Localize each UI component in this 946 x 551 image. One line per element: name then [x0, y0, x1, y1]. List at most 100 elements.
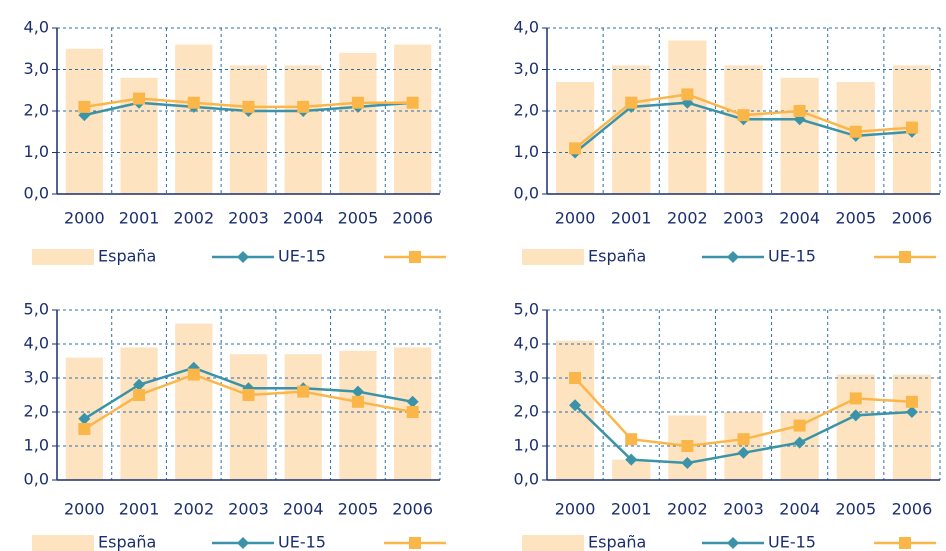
x-tick-label: 2006: [392, 500, 433, 519]
legend-label: España: [98, 247, 156, 266]
point-marker: [406, 395, 419, 408]
panel: 0,0 1,0 2,0 3,0 4,0 2000 2001 2002 2003 2004 2005 2…: [514, 18, 941, 266]
x-tick-label: 2000: [64, 500, 105, 519]
point-marker: [625, 453, 638, 466]
point-marker: [737, 433, 750, 446]
legend-label: UE-15: [768, 533, 816, 551]
x-tick-label: 2001: [611, 209, 652, 228]
x-tick-label: 2000: [64, 209, 105, 228]
legend-marker: [237, 537, 249, 549]
x-tick-label: 2003: [228, 209, 269, 228]
panel: 0,0 1,0 2,0 3,0 4,0 5,0 2000 2001 2002 2003 2004 20…: [24, 300, 446, 551]
point-marker: [681, 440, 694, 452]
bar: [394, 44, 432, 194]
x-tick-label: 2000: [555, 500, 596, 519]
point-marker: [242, 389, 255, 401]
y-tick-label: 5,0: [24, 300, 49, 319]
y-tick-label: 3,0: [24, 59, 49, 78]
point-marker: [78, 423, 91, 435]
point-marker: [793, 105, 806, 117]
legend-marker: [409, 251, 421, 263]
y-tick-label: 0,0: [24, 184, 49, 203]
bar: [612, 65, 651, 194]
x-tick-label: 2006: [892, 500, 933, 519]
point-marker: [849, 392, 862, 405]
x-tick-label: 2002: [173, 209, 214, 228]
point-marker: [681, 88, 694, 101]
bar: [175, 323, 213, 480]
bar: [780, 77, 819, 194]
y-tick-label: 2,0: [24, 402, 49, 421]
x-tick-label: 2000: [555, 209, 596, 228]
point-marker: [187, 96, 200, 109]
x-tick-label: 2003: [228, 500, 269, 519]
legend-label: España: [588, 533, 646, 551]
point-marker: [351, 96, 364, 109]
y-tick-label: 2,0: [24, 101, 49, 120]
point-marker: [351, 395, 364, 408]
x-tick-label: 2001: [611, 500, 652, 519]
point-marker: [569, 399, 582, 412]
point-marker: [625, 433, 638, 446]
y-tick-label: 3,0: [514, 59, 539, 78]
y-tick-label: 0,0: [514, 184, 539, 203]
panel: 0,0 1,0 2,0 3,0 4,0 2000 2001 2002 2003 2004 2005 2…: [24, 18, 446, 266]
y-tick-label: 4,0: [514, 334, 539, 353]
point-marker: [242, 100, 255, 113]
bar: [175, 44, 213, 194]
point-marker: [133, 389, 146, 401]
point-marker: [849, 409, 862, 422]
x-tick-label: 2005: [835, 209, 876, 228]
panel: 0,0 1,0 2,0 3,0 4,0 5,0 2000 2001 2002 2003 2004 20…: [514, 300, 941, 551]
x-tick-label: 2004: [779, 209, 820, 228]
point-marker: [905, 395, 918, 408]
point-marker: [569, 142, 582, 155]
point-marker: [793, 419, 806, 432]
point-marker: [625, 96, 638, 109]
legend-marker: [237, 251, 249, 263]
bar: [284, 65, 322, 194]
legend-swatch: [522, 249, 584, 265]
y-tick-label: 1,0: [514, 436, 539, 455]
x-tick-label: 2003: [723, 209, 764, 228]
point-marker: [297, 100, 310, 113]
bar: [229, 354, 268, 480]
x-tick-label: 2002: [667, 209, 708, 228]
y-tick-label: 2,0: [514, 101, 539, 120]
bar: [284, 354, 322, 480]
y-tick-label: 4,0: [24, 334, 49, 353]
bar: [668, 40, 707, 195]
bar: [339, 350, 377, 480]
point-marker: [351, 385, 364, 398]
point-marker: [133, 92, 146, 105]
bar: [892, 374, 932, 480]
bar: [229, 65, 268, 194]
legend-label: UE-15: [768, 247, 816, 266]
bar: [65, 48, 103, 194]
y-tick-label: 1,0: [24, 142, 49, 161]
point-marker: [737, 109, 750, 122]
point-marker: [905, 121, 918, 134]
legend-label: UE-15: [278, 533, 326, 551]
y-tick-label: 1,0: [514, 142, 539, 161]
x-tick-label: 2005: [338, 209, 379, 228]
legend-marker: [899, 251, 911, 263]
point-marker: [78, 412, 91, 425]
bar: [612, 459, 651, 480]
bar: [724, 412, 763, 480]
point-marker: [406, 96, 419, 109]
bar: [120, 347, 158, 480]
point-marker: [78, 100, 91, 113]
bar: [836, 374, 875, 480]
y-tick-label: 5,0: [514, 300, 539, 319]
x-tick-label: 2004: [283, 500, 324, 519]
legend-swatch: [522, 535, 584, 551]
y-tick-label: 4,0: [514, 18, 539, 37]
x-tick-label: 2001: [119, 209, 160, 228]
x-tick-label: 2004: [779, 500, 820, 519]
point-marker: [793, 436, 806, 449]
x-tick-label: 2006: [892, 209, 933, 228]
point-marker: [569, 372, 582, 384]
legend-label: UE-15: [278, 247, 326, 266]
